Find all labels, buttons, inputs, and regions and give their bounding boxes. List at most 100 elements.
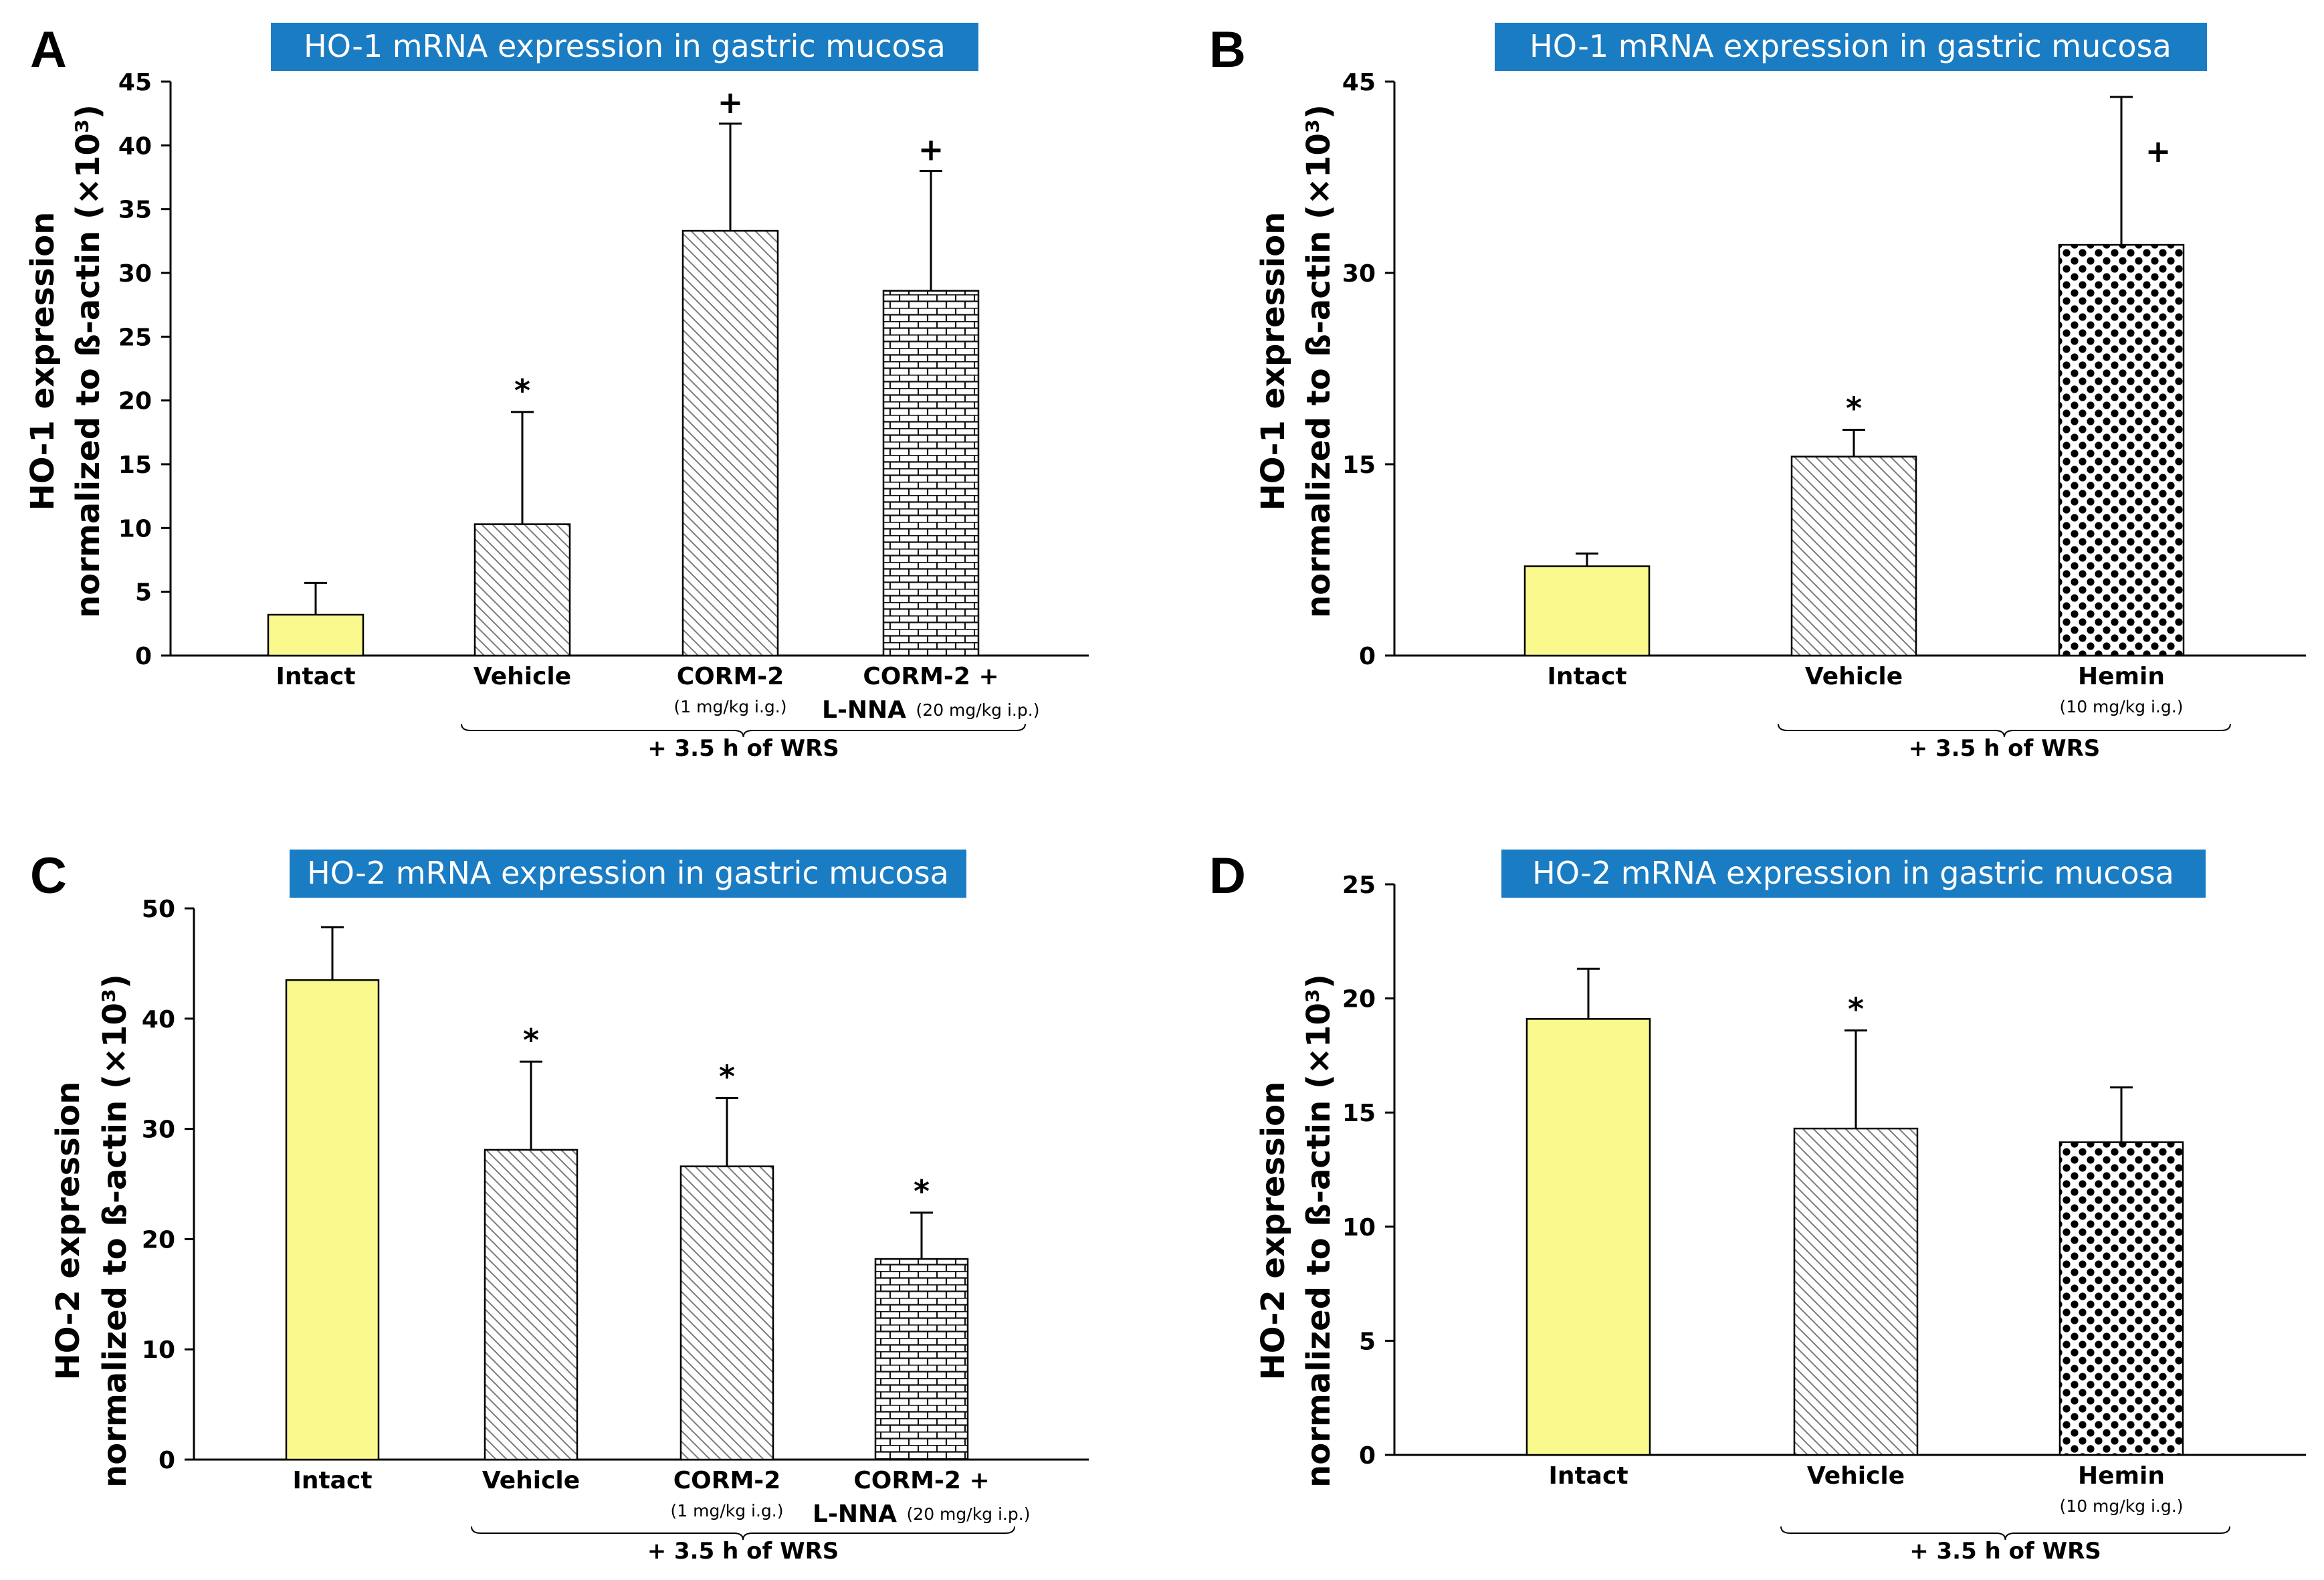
y-tick-label: 45 [1342,69,1376,96]
category-label-line2: L-NNA [813,1500,897,1528]
dose-label: (20 mg/kg i.p.) [907,1504,1031,1524]
y-axis-label-b-line1: HO-1 expression [1255,212,1292,511]
bar-vehicle [484,1149,578,1461]
significance-mark: * [719,1058,735,1094]
panel-d: D HO-2 mRNA expression in gastric mucosa… [1209,848,2306,1565]
group-bracket [1778,723,2231,738]
bar-intact [285,979,380,1461]
category-label: Hemin [2078,1462,2165,1490]
bar-vehicle [1790,456,1917,657]
chart-title-c: HO-2 mRNA expression in gastric mucosa [307,855,949,891]
y-tick-label: 0 [135,643,152,670]
y-tick-label: 15 [1342,1100,1376,1127]
y-tick-label: 45 [118,69,152,96]
panel-letter-d: D [1209,848,1246,904]
significance-mark: + [918,131,944,167]
group-label: + 3.5 h of WRS [647,1538,839,1565]
y-tick-label: 15 [118,452,152,479]
dose-label: (10 mg/kg i.g.) [2060,697,2184,716]
y-axis-label-c-line1: HO-2 expression [49,1082,87,1381]
y-tick-label: 0 [1359,643,1376,670]
plot-area-b: 0 15 30 45 Intact * Vehicle + Hemin (10 mg/kg i.g… [1342,69,2306,762]
chart-title-a: HO-1 mRNA expression in gastric mucosa [304,28,946,64]
significance-mark: * [1846,391,1862,427]
y-axis-label-d-line2: normalized to ß-actin (×10³) [1300,974,1338,1488]
y-axis-label-a-line1: HO-1 expression [24,212,62,511]
category-label: CORM-2 [677,663,784,690]
plot-area-c: 0 10 20 30 40 50 Intact * Vehicle * CORM-2 (1 mg/kg… [142,896,1089,1565]
significance-mark: * [523,1022,539,1058]
panel-c: C HO-2 mRNA expression in gastric mucosa… [30,848,1089,1565]
y-tick-label: 30 [118,260,152,288]
chart-title-b: HO-1 mRNA expression in gastric mucosa [1529,28,2172,64]
group-bracket [461,723,1026,738]
y-tick-label: 10 [118,515,152,542]
category-label: Hemin [2078,663,2165,690]
y-tick-label: 20 [1342,986,1376,1013]
y-tick-label: 50 [142,896,175,923]
title-badge-c [290,850,966,898]
y-tick-label: 30 [1342,260,1376,288]
plot-area-d: 0 5 10 15 20 25 Intact * Vehicle Hemin (10 mg/kg i… [1342,872,2306,1565]
category-label: Intact [292,1467,372,1494]
group-label: + 3.5 h of WRS [647,735,839,762]
title-badge-b [1495,23,2207,71]
significance-mark: + [718,84,744,120]
category-label: Vehicle [1807,1462,1905,1490]
bar-corm-2 [681,229,779,657]
category-label: CORM-2 [673,1467,781,1494]
group-label: + 3.5 h of WRS [1909,1538,2101,1565]
bar-corm-2 [874,1258,969,1461]
bar-intact [1523,565,1651,657]
y-tick-label: 10 [1342,1214,1376,1242]
y-axis-label-a-line2: normalized to ß-actin (×10³) [70,104,107,618]
dose-label: (20 mg/kg i.p.) [916,700,1040,720]
significance-mark: + [2145,133,2172,169]
category-label: Vehicle [473,663,571,690]
panel-b: B HO-1 mRNA expression in gastric mucosa… [1209,21,2306,762]
category-label: Vehicle [1805,663,1903,690]
bar-vehicle [1793,1127,1919,1456]
bar-intact [267,613,364,657]
group-bracket [471,1526,1015,1541]
y-tick-label: 5 [1359,1328,1376,1355]
y-tick-label: 10 [142,1337,175,1364]
bar-corm-2 [679,1165,774,1461]
y-tick-label: 40 [142,1006,175,1033]
significance-mark: * [1848,991,1864,1027]
y-tick-label: 40 [118,132,152,160]
y-tick-label: 30 [142,1116,175,1144]
y-tick-label: 35 [118,197,152,224]
dose-label: (1 mg/kg i.g.) [673,697,786,716]
panel-letter-c: C [30,848,67,904]
significance-mark: * [514,373,530,409]
y-tick-label: 15 [1342,452,1376,479]
plot-area-a: 0 5 10 15 20 25 30 35 40 45 Intact * Vehicle + CORM-2 (… [118,69,1089,762]
y-tick-label: 25 [118,324,152,351]
y-tick-label: 0 [159,1447,175,1474]
y-tick-label: 20 [142,1226,175,1254]
y-tick-label: 25 [1342,872,1376,899]
panel-letter-b: B [1209,21,1246,78]
y-tick-label: 5 [135,579,152,607]
y-axis-label-c-line2: normalized to ß-actin (×10³) [96,974,134,1488]
panel-a: A HO-1 mRNA expression in gastric mucosa… [24,21,1089,762]
category-label: Intact [276,663,355,690]
y-tick-label: 0 [1359,1442,1376,1470]
y-axis-label-b-line2: normalized to ß-actin (×10³) [1300,104,1338,618]
chart-title-d: HO-2 mRNA expression in gastric mucosa [1532,855,2174,891]
group-bracket [1780,1526,2230,1541]
bar-hemin [2058,1141,2184,1456]
dose-label: (1 mg/kg i.g.) [670,1501,783,1520]
y-tick-label: 20 [118,388,152,415]
y-axis-label-d-line1: HO-2 expression [1255,1082,1292,1381]
group-label: + 3.5 h of WRS [1909,735,2101,762]
bar-corm-2 [882,290,980,657]
panel-letter-a: A [30,21,67,78]
category-label-line2: L-NNA [822,696,906,724]
title-badge-a [271,23,978,71]
bar-vehicle [473,523,571,657]
category-label: Intact [1548,1462,1628,1490]
category-label: CORM-2 + [863,663,998,690]
